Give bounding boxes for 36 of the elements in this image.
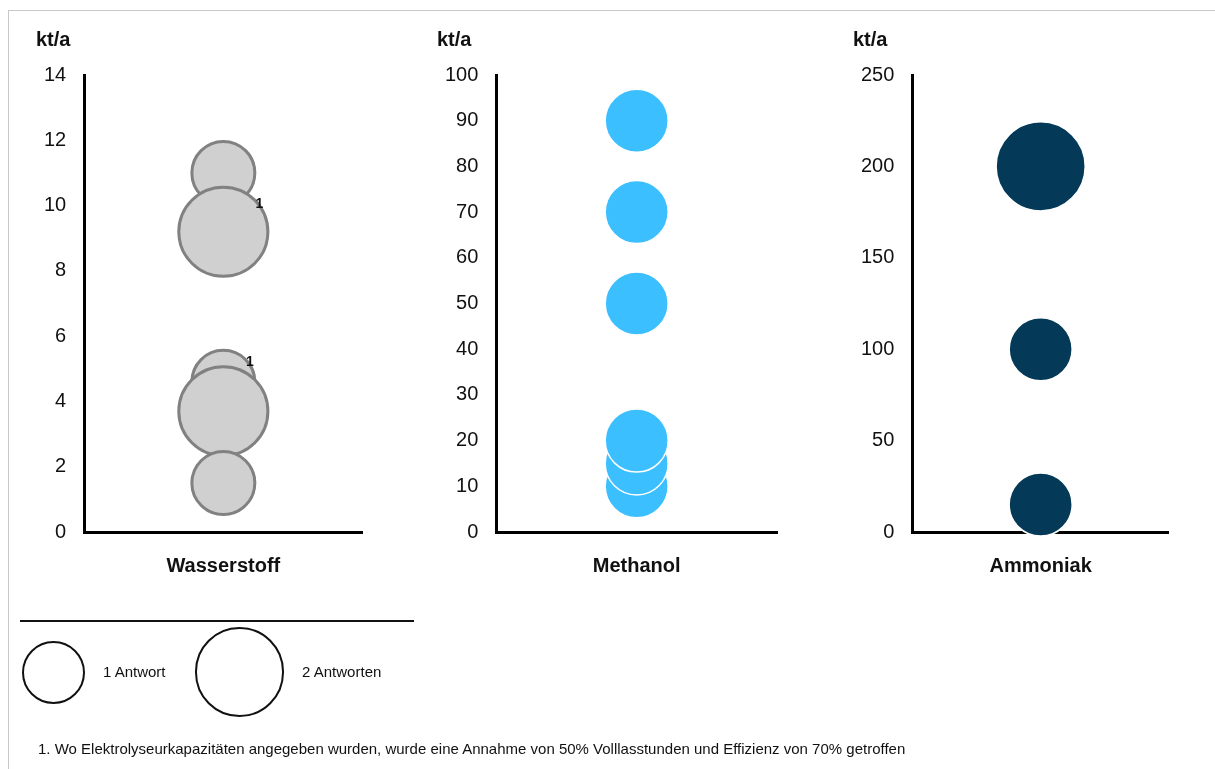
y-tick-label: 40 <box>456 336 479 359</box>
y-tick-label: 6 <box>55 323 67 346</box>
y-tick-label: 80 <box>456 153 479 176</box>
text: 1. Wo Elektrolyseurkapazitäten angegeben wurden, wurde eine Annahme von 50% Volllasstunden und Effizienz von 70% getroffen <box>38 740 906 757</box>
y-tick-label: 50 <box>872 428 895 451</box>
y-tick-label: 8 <box>55 258 67 281</box>
legend-label: 2 Antworten <box>302 663 382 680</box>
y-tick-label: 100 <box>860 336 895 359</box>
y-tick-label: 4 <box>55 388 67 411</box>
y-tick-label: 100 <box>444 62 479 85</box>
y-tick-label: 0 <box>883 519 895 542</box>
y-tick-label: 20 <box>456 428 479 451</box>
y-axis-title: kt/a <box>36 28 71 51</box>
annotation: 1 <box>255 194 264 211</box>
y-tick-label: 200 <box>860 153 895 176</box>
y-tick-label: 30 <box>456 382 479 405</box>
y-tick-label: 2 <box>55 454 67 477</box>
y-axis-title: kt/a <box>853 28 888 51</box>
y-tick-label: 0 <box>55 519 67 542</box>
y-tick-label: 60 <box>456 245 479 268</box>
y-tick-label: 12 <box>44 127 67 150</box>
x-tick-label: Ammoniak <box>989 553 1093 576</box>
y-axis-title: kt/a <box>437 28 472 51</box>
y-tick-label: 10 <box>44 193 67 216</box>
annotation: 1 <box>246 353 255 370</box>
y-tick-label: 0 <box>467 519 479 542</box>
legend-label: 1 Antwort <box>103 663 166 680</box>
y-tick-label: 14 <box>44 62 67 85</box>
y-tick-label: 50 <box>456 291 479 314</box>
x-tick-label: Methanol <box>592 553 681 576</box>
y-tick-label: 90 <box>456 108 479 131</box>
y-tick-label: 70 <box>456 199 479 222</box>
x-tick-label: Wasserstoff <box>166 553 281 576</box>
y-tick-label: 10 <box>456 473 479 496</box>
y-tick-label: 150 <box>860 245 895 268</box>
y-tick-label: 250 <box>860 62 895 85</box>
